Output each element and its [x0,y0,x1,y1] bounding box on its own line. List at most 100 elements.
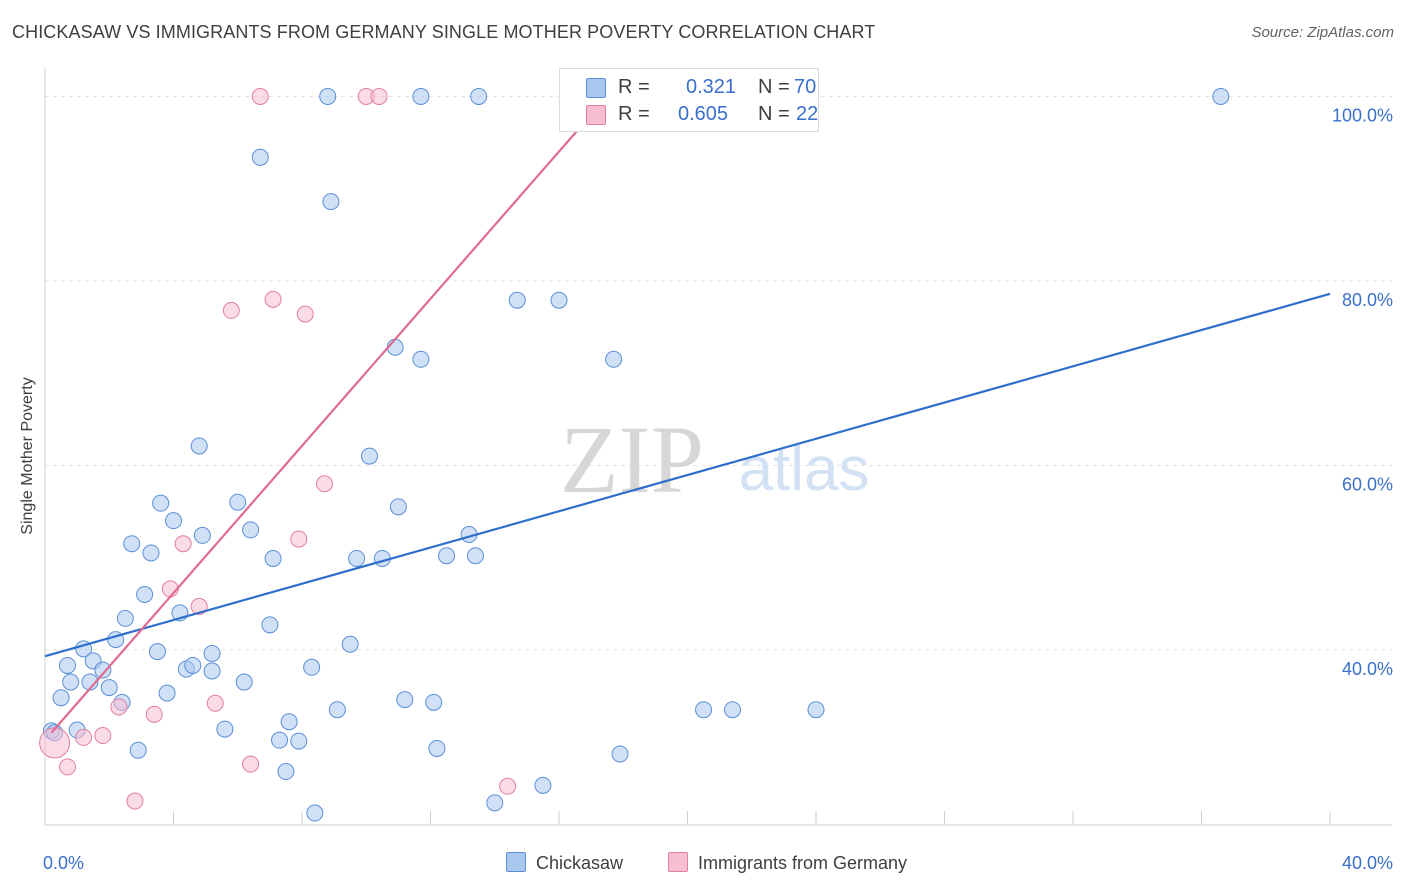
bottom-legend-chickasaw: Chickasaw [506,852,623,874]
point-chickasaw [360,447,378,465]
point-chickasaw [193,526,211,544]
legend-n-label: N = [758,76,790,98]
point-germany [110,698,128,716]
point-chickasaw [277,763,295,781]
point-chickasaw [158,684,176,702]
point-chickasaw [216,720,234,738]
point-chickasaw [470,87,488,105]
bottom-legend-label-chickasaw: Chickasaw [536,853,624,873]
point-chickasaw [264,549,282,567]
y-tick-label: 40.0% [1342,659,1393,679]
point-germany [264,290,282,308]
point-chickasaw [319,87,337,105]
point-chickasaw [328,701,346,719]
point-germany [315,475,333,493]
chart-source: Source: ZipAtlas.com [1251,24,1394,41]
point-chickasaw [508,291,526,309]
point-germany [190,597,208,615]
legend-n-value-chickasaw: 70 [794,76,817,98]
legend-r-label: R = [618,103,650,125]
watermark: ZIP atlas [560,406,869,513]
point-chickasaw [486,794,504,812]
point-chickasaw [235,673,253,691]
y-tick-label: 60.0% [1342,474,1393,494]
point-chickasaw [190,437,208,455]
point-chickasaw [396,691,414,709]
point-chickasaw [142,544,160,562]
bottom-legend-swatch-chickasaw [506,852,526,872]
point-chickasaw [165,512,182,530]
watermark-zip: ZIP [560,406,704,513]
bottom-legend-germany: Immigrants from Germany [668,852,907,874]
y-tick-label: 100.0% [1332,105,1393,125]
bottom-legend-swatch-germany [668,852,688,872]
point-chickasaw [1212,87,1230,105]
watermark-atlas: atlas [739,435,870,504]
point-chickasaw [605,350,623,368]
point-chickasaw [261,616,279,634]
x-tick-label: 40.0% [1342,853,1393,873]
legend-r-value-germany: 0.605 [678,103,729,125]
point-chickasaw [412,350,430,368]
point-chickasaw [695,701,713,719]
x-tick-label: 0.0% [43,853,84,873]
point-germany [242,755,260,773]
legend-r-label: R = [618,76,650,98]
point-chickasaw [271,731,289,749]
legend-r-value-chickasaw: 0.321 [686,76,737,98]
point-chickasaw [428,739,446,757]
legend-n-label: N = [758,103,790,125]
point-chickasaw [148,643,166,661]
point-germany [296,305,314,323]
tick-labels: 40.0% 60.0% 80.0% 100.0% 0.0% 40.0% [43,105,1393,873]
point-germany [58,758,76,776]
point-germany [499,777,517,795]
point-chickasaw [184,656,202,674]
point-chickasaw [94,661,112,679]
point-germany [290,530,308,548]
point-chickasaw [322,193,340,211]
y-axis-label: Single Mother Poverty [19,377,36,535]
chart-title: CHICKASAW VS IMMIGRANTS FROM GERMANY SIN… [12,22,876,42]
legend-n-value-germany: 22 [796,103,819,125]
point-chickasaw [348,549,366,567]
point-chickasaw [723,701,741,719]
legend-swatch-germany [586,105,606,125]
trend-lines [44,77,1331,734]
correlation-legend: R = 0.321 N = 70 R = 0.605 N = 22 [559,68,819,132]
point-germany [222,301,240,319]
point-chickasaw [466,547,484,565]
point-chickasaw [58,656,76,674]
point-chickasaw [100,679,118,697]
point-germany [94,727,112,745]
point-germany [145,705,163,723]
point-chickasaw [438,547,456,565]
point-chickasaw [52,689,70,707]
point-chickasaw [807,701,825,719]
point-germany [251,87,269,105]
point-germany [75,728,93,746]
y-tick-label: 80.0% [1342,290,1393,310]
point-chickasaw [251,148,269,166]
point-chickasaw [425,693,443,711]
point-chickasaw [611,745,629,763]
point-germany [174,535,192,553]
point-chickasaw [306,804,324,822]
point-chickasaw [129,741,147,759]
point-germany [126,792,144,810]
point-chickasaw [229,493,247,511]
point-chickasaw [290,732,308,750]
point-chickasaw [62,673,80,691]
point-chickasaw [386,338,404,356]
point-chickasaw [389,498,407,516]
point-chickasaw [152,494,170,512]
point-chickasaw [242,521,260,539]
point-chickasaw [534,776,552,794]
point-chickasaw [136,585,154,603]
point-chickasaw [203,644,221,662]
point-germany [370,87,388,105]
point-chickasaw [116,609,134,627]
data-points [39,87,1230,822]
point-chickasaw [550,291,568,309]
